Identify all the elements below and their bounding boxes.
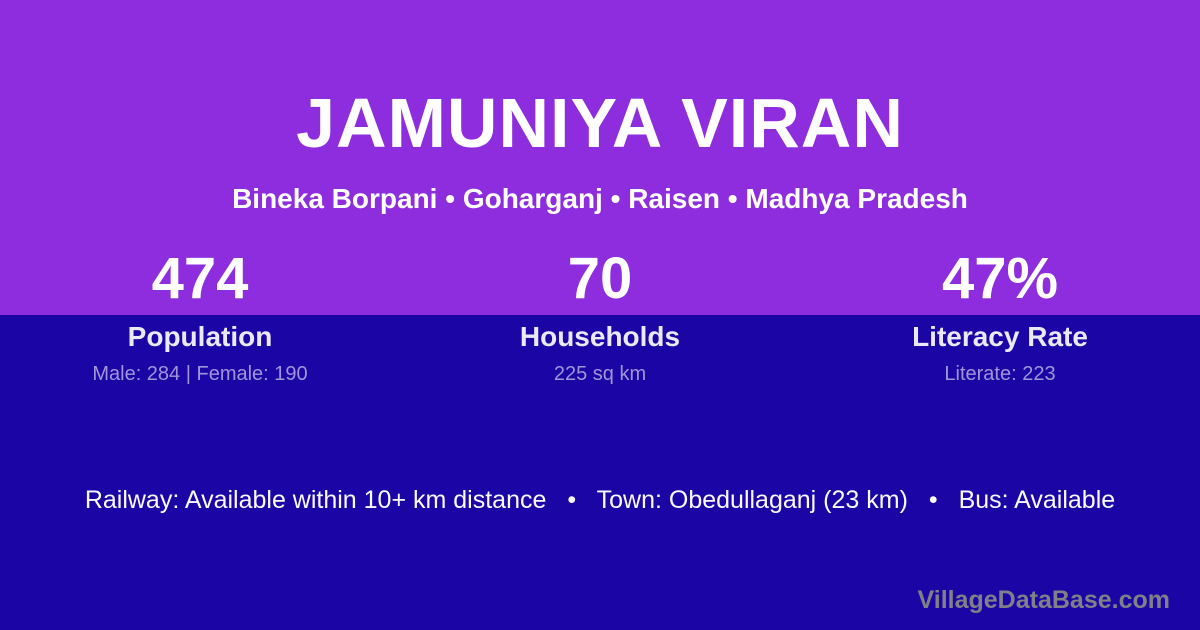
stat-population: 474 Population Male: 284 | Female: 190 — [0, 243, 400, 386]
population-value: 474 — [151, 246, 249, 311]
stat-literacy: 47% Literacy Rate Literate: 223 — [800, 243, 1200, 386]
bullet-separator: • — [928, 486, 938, 514]
stats-row: 474 Population Male: 284 | Female: 190 7… — [0, 243, 1200, 386]
bullet-separator: • — [567, 486, 577, 514]
households-value: 70 — [567, 246, 633, 311]
page-title: JAMUNIYA VIRAN — [296, 84, 904, 162]
town-info: Town: Obedullaganj (23 km) — [596, 486, 908, 514]
stat-households: 70 Households 225 sq km — [400, 243, 800, 386]
population-detail: Male: 284 | Female: 190 — [92, 363, 308, 385]
households-label: Households — [519, 321, 681, 352]
population-label: Population — [127, 321, 273, 352]
watermark-text: VillageDataBase.com — [917, 586, 1170, 614]
literacy-label: Literacy Rate — [912, 321, 1088, 352]
bus-info: Bus: Available — [958, 486, 1116, 514]
households-detail: 225 sq km — [553, 363, 647, 385]
breadcrumb: Bineka Borpani • Goharganj • Raisen • Ma… — [232, 183, 968, 214]
transport-info-row: Railway: Available within 10+ km distanc… — [0, 486, 1200, 515]
literacy-value: 47% — [941, 246, 1059, 311]
railway-info: Railway: Available within 10+ km distanc… — [84, 486, 547, 514]
literacy-detail: Literate: 223 — [944, 363, 1056, 385]
